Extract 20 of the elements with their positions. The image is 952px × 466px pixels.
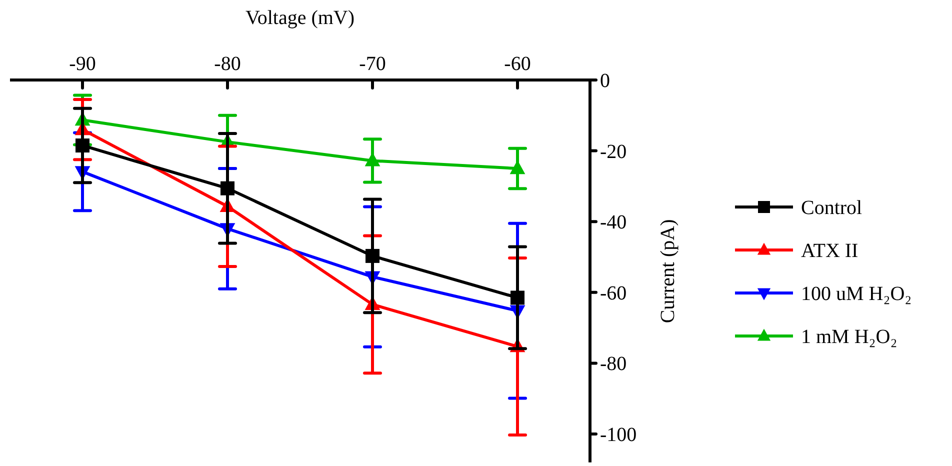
point bbox=[220, 181, 234, 196]
point bbox=[76, 138, 90, 152]
legend-label: 1 mM H₂O₂ bbox=[801, 326, 898, 348]
y-tick-label: -40 bbox=[600, 212, 627, 234]
x-axis-title: Voltage (mV) bbox=[245, 7, 355, 29]
legend-label: ATX II bbox=[801, 240, 858, 262]
x-tick-label: -90 bbox=[69, 53, 96, 75]
x-tick-label: -70 bbox=[359, 53, 386, 75]
y-tick-label: -60 bbox=[600, 282, 627, 304]
point bbox=[510, 290, 524, 305]
y-tick-label: 0 bbox=[600, 70, 610, 92]
legend-label: 100 uM H₂O₂ bbox=[801, 283, 912, 305]
y-tick-label: -100 bbox=[600, 424, 637, 446]
point bbox=[366, 248, 380, 263]
x-tick-label: -80 bbox=[214, 53, 241, 75]
legend-label: Control bbox=[801, 197, 863, 219]
y-axis-title: Current (pA) bbox=[657, 219, 679, 324]
y-tick-label: -80 bbox=[600, 353, 627, 376]
y-tick-label: -20 bbox=[600, 140, 627, 163]
x-tick-label: -60 bbox=[504, 53, 531, 75]
